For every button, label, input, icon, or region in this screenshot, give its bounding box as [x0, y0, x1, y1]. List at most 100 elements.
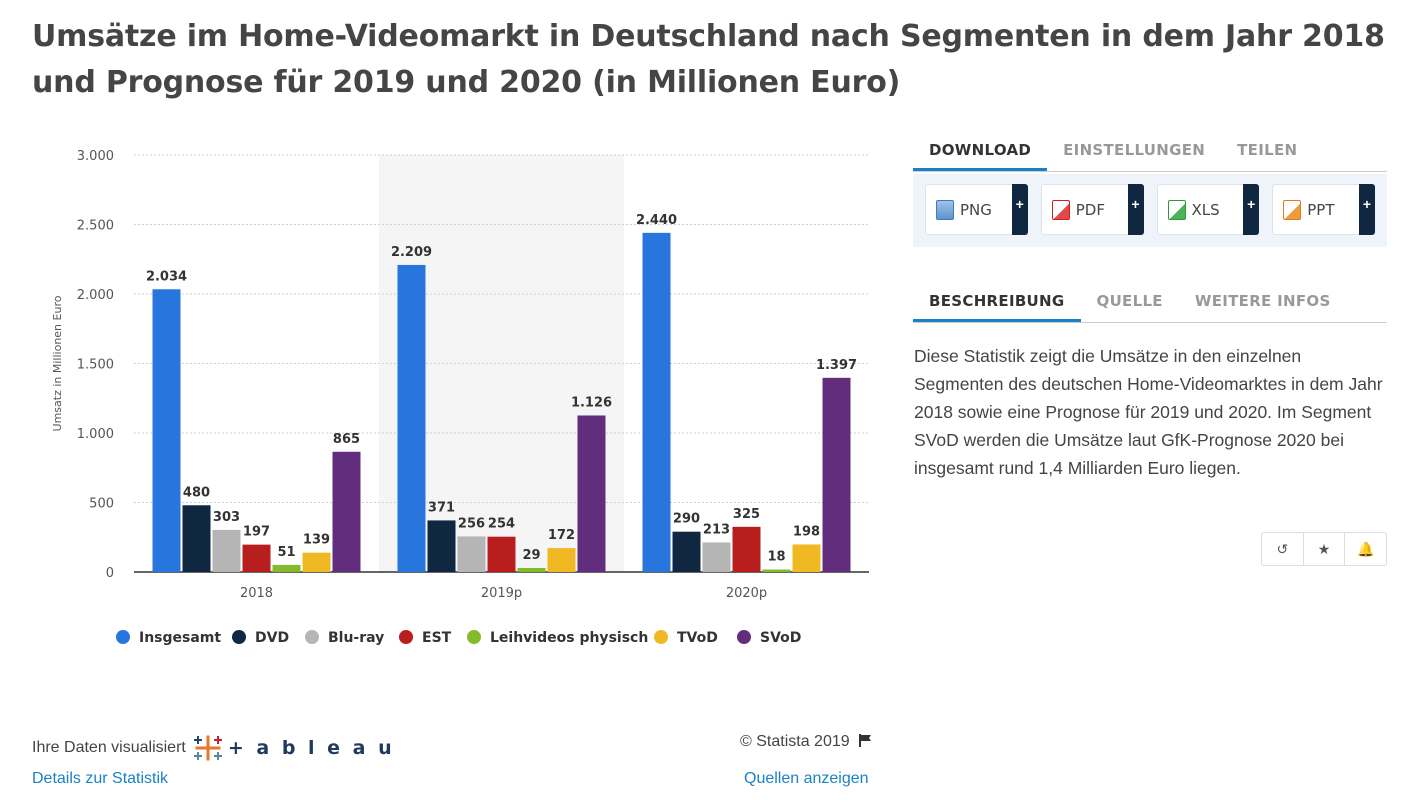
png-options-plus[interactable]: + — [1011, 184, 1028, 235]
bar — [182, 505, 211, 572]
ppt-options-plus[interactable]: + — [1359, 184, 1375, 235]
data-label: 172 — [548, 528, 575, 543]
action-bar: ↺ ★ 🔔 — [1261, 532, 1387, 566]
legend-marker — [116, 630, 130, 644]
y-tick-label: 1.500 — [77, 358, 114, 373]
legend-marker — [467, 630, 481, 644]
download-xls-label: XLS — [1191, 200, 1220, 219]
data-label: 865 — [333, 432, 360, 447]
info-tabs: BESCHREIBUNG QUELLE WEITERE INFOS — [913, 282, 1387, 323]
legend-label: SVoD — [760, 630, 801, 646]
y-tick-label: 2.000 — [77, 288, 114, 303]
chart-title: Umsätze im Home-Videomarkt in Deutschlan… — [32, 19, 1385, 100]
bar — [672, 531, 701, 572]
data-label: 197 — [243, 525, 270, 540]
y-tick-label: 0 — [106, 566, 114, 581]
tab-teilen[interactable]: TEILEN — [1237, 141, 1298, 159]
data-label: 325 — [733, 507, 760, 522]
bar — [397, 264, 426, 572]
data-label: 254 — [488, 517, 515, 532]
visualized-text: Ihre Daten visualisiert — [32, 739, 186, 756]
tab-weitere-infos[interactable]: WEITERE INFOS — [1194, 292, 1331, 310]
tableau-credit: Ihre Daten visualisiert + a b l e a u — [32, 733, 395, 763]
bar — [427, 520, 456, 572]
statistic-description: Diese Statistik zeigt die Umsätze in den… — [914, 346, 1383, 478]
bar — [762, 569, 791, 572]
history-icon[interactable]: ↺ — [1262, 533, 1304, 565]
pdf-options-plus[interactable]: + — [1127, 184, 1144, 235]
download-pdf-label: PDF — [1075, 200, 1105, 219]
bar — [152, 289, 181, 572]
data-label: 256 — [458, 516, 485, 531]
y-tick-label: 2.500 — [77, 219, 114, 234]
data-label: 480 — [183, 485, 210, 500]
legend-label: Insgesamt — [139, 630, 221, 646]
sources-link[interactable]: Quellen anzeigen — [744, 770, 869, 787]
flag-icon[interactable] — [858, 733, 872, 747]
x-tick-label: 2020p — [726, 586, 767, 601]
download-ppt-label: PPT — [1307, 200, 1335, 219]
tab-quelle[interactable]: QUELLE — [1096, 292, 1163, 310]
bell-icon[interactable]: 🔔 — [1356, 540, 1375, 557]
bar — [792, 544, 821, 572]
y-tick-label: 1.000 — [77, 427, 114, 442]
copyright: © Statista 2019 — [740, 733, 872, 751]
bar — [577, 415, 606, 572]
y-tick-label: 3.000 — [77, 149, 114, 164]
data-label: 213 — [703, 522, 730, 537]
tab-beschreibung[interactable]: BESCHREIBUNG — [913, 282, 1081, 322]
excel-file-icon — [1167, 199, 1186, 220]
bar — [332, 451, 361, 572]
tableau-cross-icon — [193, 735, 222, 761]
x-tick-label: 2019p — [481, 586, 522, 601]
data-label: 18 — [767, 549, 785, 564]
bar — [702, 542, 731, 572]
bar — [242, 544, 271, 572]
legend-marker — [654, 630, 668, 644]
tab-einstellungen[interactable]: EINSTELLUNGEN — [1063, 141, 1206, 159]
star-icon[interactable]: ★ — [1304, 533, 1346, 565]
data-label: 303 — [213, 510, 240, 525]
bar — [302, 552, 331, 572]
xls-options-plus[interactable]: + — [1243, 184, 1260, 235]
data-label: 51 — [277, 545, 295, 560]
legend-label: EST — [422, 630, 452, 646]
legend-marker — [305, 630, 319, 644]
pdf-file-icon — [1051, 199, 1070, 220]
bar — [547, 548, 576, 572]
y-axis-label: Umsatz in Millionen Euro — [51, 295, 64, 431]
y-tick-label: 500 — [89, 497, 114, 512]
bar — [642, 232, 671, 572]
download-xls-button[interactable]: XLS + — [1156, 184, 1260, 235]
data-label: 2.034 — [146, 269, 187, 284]
data-label: 198 — [793, 524, 820, 539]
download-ppt-button[interactable]: PPT + — [1272, 184, 1375, 235]
bar — [457, 536, 486, 572]
legend-marker — [232, 630, 246, 644]
data-label: 1.397 — [816, 358, 857, 373]
x-tick-label: 2018 — [240, 586, 273, 601]
legend-label: Blu-ray — [328, 630, 384, 646]
bar — [272, 564, 301, 572]
powerpoint-file-icon — [1283, 199, 1302, 220]
download-panel: PNG + PDF + XLS + PPT + — [913, 174, 1387, 247]
tab-download[interactable]: DOWNLOAD — [913, 131, 1048, 171]
bar — [732, 526, 761, 572]
data-label: 371 — [428, 500, 455, 515]
tableau-logo[interactable]: + a b l e a u — [192, 733, 395, 763]
download-pdf-button[interactable]: PDF + — [1040, 184, 1144, 235]
legend-label: Leihvideos physisch — [490, 630, 648, 646]
copyright-text: © Statista 2019 — [740, 733, 850, 750]
tableau-wordmark: + a b l e a u — [227, 737, 395, 759]
data-label: 2.440 — [636, 213, 677, 228]
bar-chart: 0 500 1.000 1.500 2.000 2.500 3.000 Umsatz in M… — [51, 149, 869, 646]
legend-marker — [399, 630, 413, 644]
details-link[interactable]: Details zur Statistik — [32, 770, 169, 787]
data-label: 139 — [303, 533, 330, 548]
download-png-label: PNG — [960, 200, 992, 219]
data-label: 29 — [522, 548, 540, 563]
download-png-button[interactable]: PNG + — [925, 184, 1028, 235]
data-label: 1.126 — [571, 395, 612, 410]
bar — [212, 529, 241, 572]
bar — [517, 567, 546, 572]
